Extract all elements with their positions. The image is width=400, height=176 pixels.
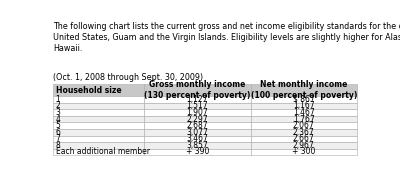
Text: $ 867: $ 867 [293,95,315,104]
Bar [53,116,144,122]
Text: 2,367: 2,367 [293,128,315,137]
Text: + 300: + 300 [292,147,316,156]
Bar [250,149,357,155]
Text: 3,467: 3,467 [186,134,208,143]
Text: 2,667: 2,667 [293,134,315,143]
Text: 2: 2 [56,101,60,110]
Bar [53,96,144,103]
Bar [144,142,250,149]
Bar [53,142,144,149]
Bar [250,116,357,122]
Text: 3,077: 3,077 [186,128,208,137]
Bar [53,122,144,129]
Text: Net monthly income
(100 percent of poverty): Net monthly income (100 percent of pover… [250,80,357,100]
Bar [144,136,250,142]
Text: 8: 8 [56,141,60,150]
Bar [144,84,250,96]
Text: 5: 5 [56,121,60,130]
Text: Each additional member: Each additional member [56,147,150,156]
Bar [144,109,250,116]
Bar [250,109,357,116]
Bar [250,103,357,109]
Bar [53,109,144,116]
Bar [250,84,357,96]
Text: The following chart lists the current gross and net income eligibility standards: The following chart lists the current gr… [53,22,400,53]
Text: 6: 6 [56,128,60,137]
Text: Gross monthly income
(130 percent of poverty): Gross monthly income (130 percent of pov… [144,80,250,100]
Bar [250,122,357,129]
Text: Household size: Household size [56,86,121,95]
Text: 2,687: 2,687 [186,121,208,130]
Bar [144,129,250,136]
Bar [144,149,250,155]
Bar [250,96,357,103]
Bar [250,129,357,136]
Bar [53,103,144,109]
Text: 1,517: 1,517 [186,101,208,110]
Text: 1,127: 1,127 [187,95,208,104]
Bar [250,136,357,142]
Bar [144,96,250,103]
Bar [144,122,250,129]
Bar [53,149,144,155]
Text: 2,067: 2,067 [293,121,315,130]
Text: + 390: + 390 [186,147,209,156]
Bar [144,103,250,109]
Bar [53,84,144,96]
Text: 2,967: 2,967 [293,141,315,150]
Text: 3,857: 3,857 [186,141,208,150]
Bar [250,142,357,149]
Text: 1,907: 1,907 [186,108,208,117]
Bar [144,116,250,122]
Bar [53,129,144,136]
Text: 1,767: 1,767 [293,115,315,124]
Text: 1: 1 [56,95,60,104]
Text: (Oct. 1, 2008 through Sept. 30, 2009): (Oct. 1, 2008 through Sept. 30, 2009) [53,73,203,82]
Text: 3: 3 [56,108,60,117]
Text: 7: 7 [56,134,60,143]
Text: 1,167: 1,167 [293,101,314,110]
Bar [53,136,144,142]
Text: 1,467: 1,467 [293,108,315,117]
Text: 4: 4 [56,115,60,124]
Text: 2,297: 2,297 [186,115,208,124]
